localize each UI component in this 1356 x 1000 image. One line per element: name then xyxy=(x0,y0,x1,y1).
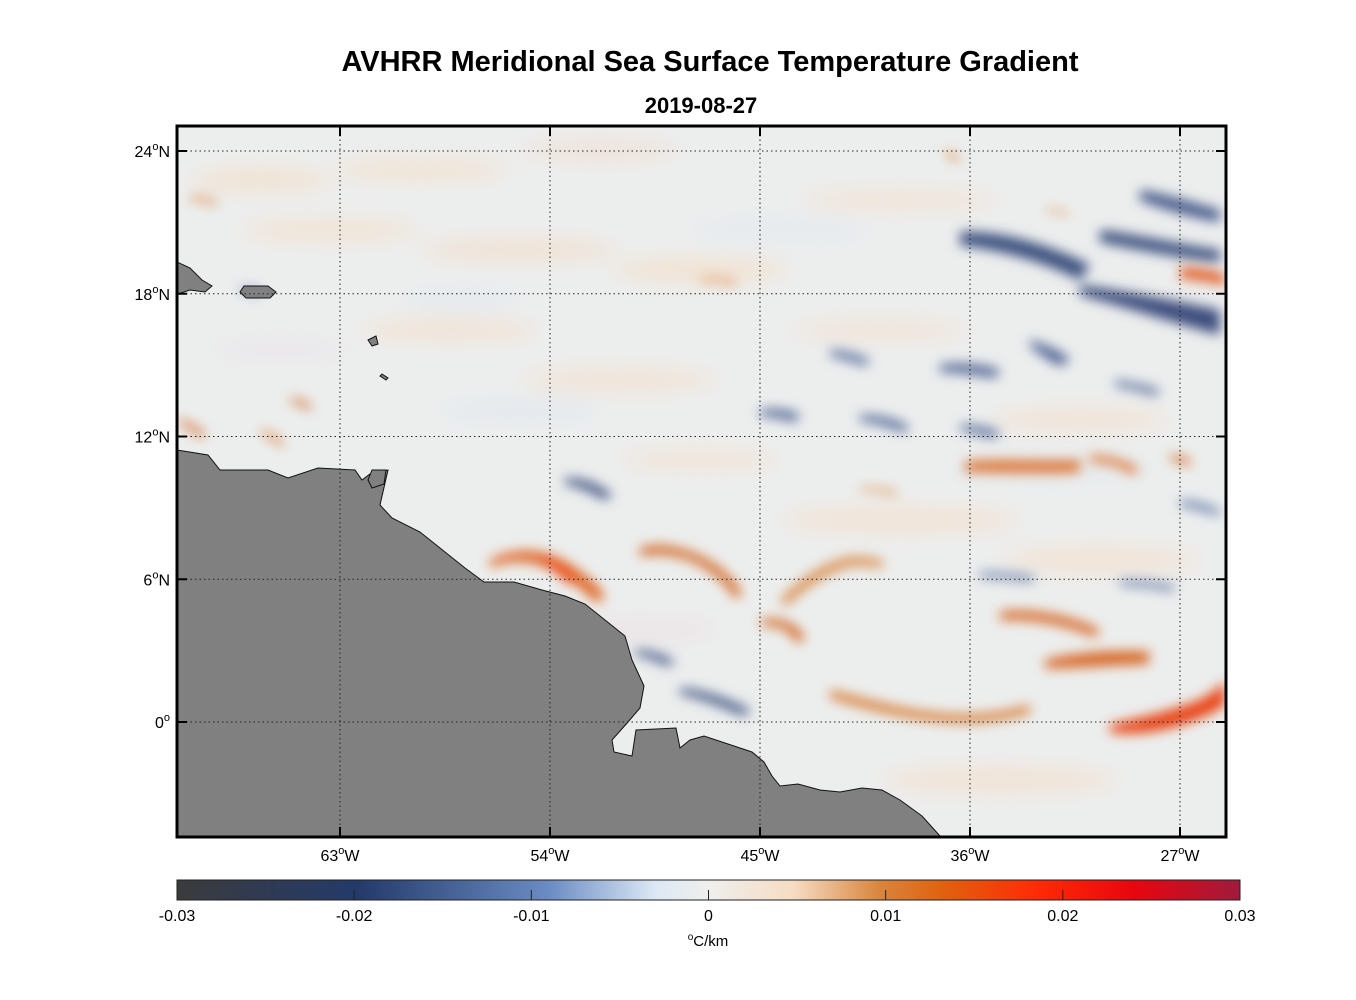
map-frame xyxy=(175,124,1228,839)
colorbar-units: oC/km xyxy=(688,932,729,950)
lon-tick-label: 45oW xyxy=(740,845,780,865)
land xyxy=(177,261,942,837)
colorbar-tick-label: -0.02 xyxy=(335,908,373,925)
axis-ticks xyxy=(177,126,1226,837)
map-grid xyxy=(177,126,1226,837)
weak-gradient-texture xyxy=(190,140,1200,794)
island-trinidad xyxy=(367,469,387,489)
colorbar-tick-label: 0.01 xyxy=(870,908,902,925)
colorbar-ticks xyxy=(176,890,1241,900)
lon-tick-label: 63oW xyxy=(320,845,360,865)
island-barbados xyxy=(379,373,389,381)
lat-tick-label: 18oN xyxy=(135,284,170,304)
lon-tick-label: 36oW xyxy=(950,845,990,865)
colorbar-tick-label: 0.02 xyxy=(1047,908,1079,925)
chart-title: AVHRR Meridional Sea Surface Temperature… xyxy=(341,46,1079,78)
axis-tick-labels: 63oW 54oW 45oW 36oW 27oW 24oN 18oN 12oN 6oN 0o xyxy=(135,141,1201,865)
positive-gradient-bands xyxy=(178,150,1225,734)
colorbar-tick-label: -0.03 xyxy=(158,908,196,925)
lat-tick-label: 12oN xyxy=(135,427,170,447)
chart-date-subtitle: 2019-08-27 xyxy=(644,93,758,118)
island-puerto-rico xyxy=(239,285,277,299)
colorbar-tick-label: -0.01 xyxy=(513,908,550,925)
lat-tick-label: 0o xyxy=(155,712,170,732)
colorbar-units-label: C/km xyxy=(693,933,729,950)
colorbar-tick-label: 0 xyxy=(704,908,713,925)
lon-tick-label: 54oW xyxy=(530,845,570,865)
negative-gradient-bands xyxy=(240,190,1220,716)
lat-tick-label: 6oN xyxy=(143,569,170,589)
sst-gradient-field xyxy=(177,126,1226,837)
colorbar-tick-label: 0.03 xyxy=(1224,908,1256,925)
colorbar-units-degree: o xyxy=(687,932,694,943)
island-guadeloupe xyxy=(367,335,379,347)
lon-tick-label: 27oW xyxy=(1160,845,1200,865)
lat-tick-label: 24oN xyxy=(135,141,170,161)
